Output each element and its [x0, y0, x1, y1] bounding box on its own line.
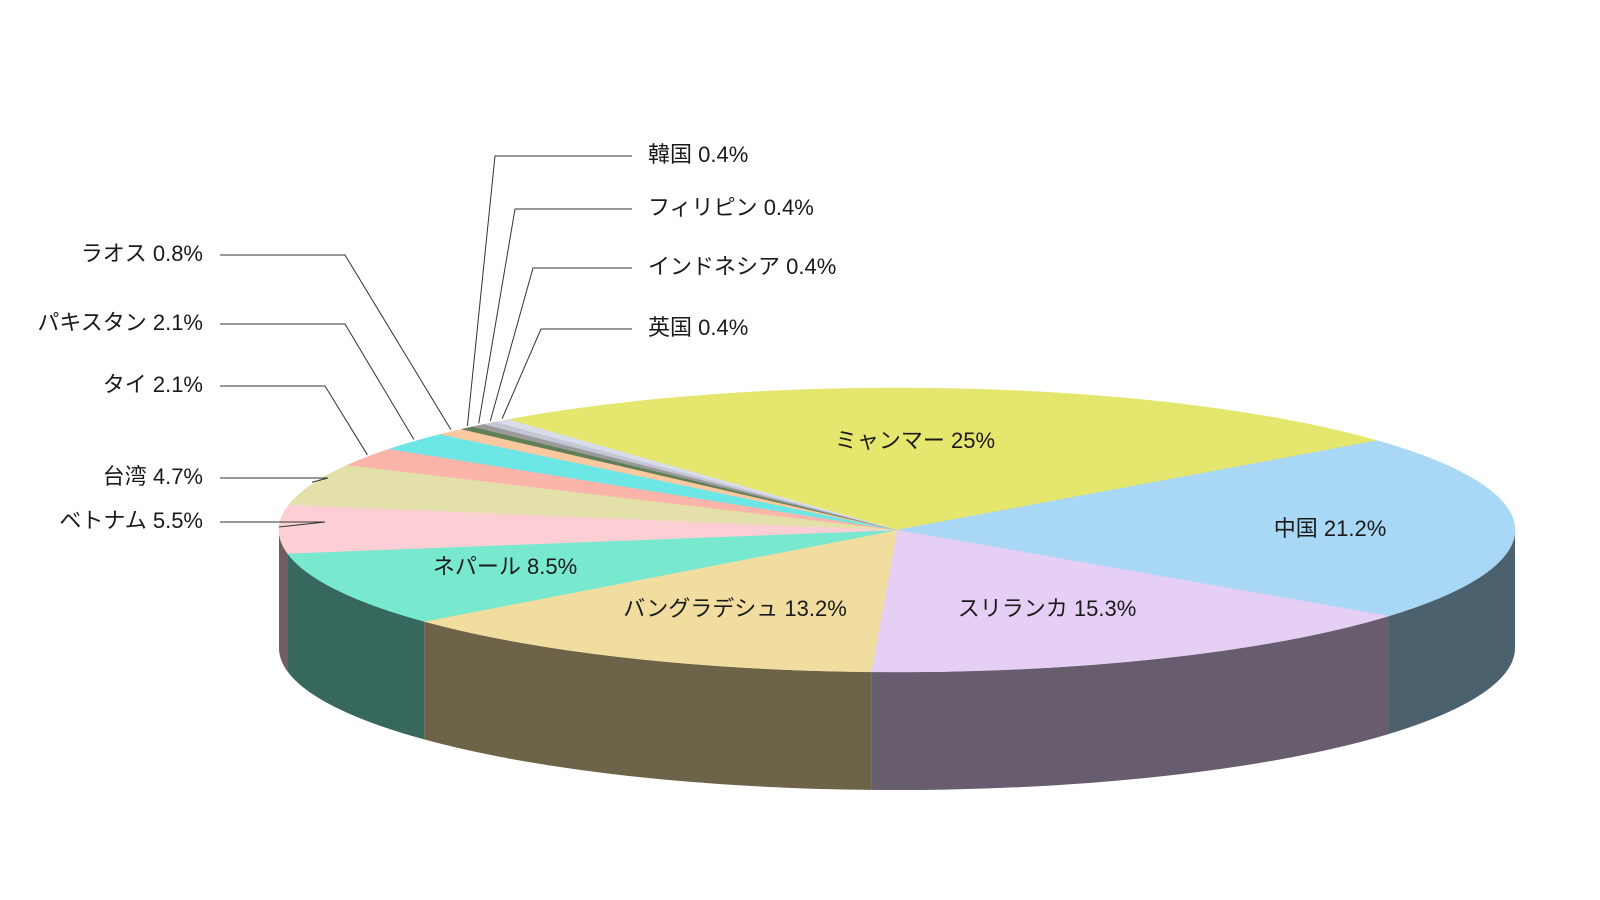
labels: ミャンマー 25% 中国 21.2% スリランカ 15.3% バングラデシュ 13.2… — [37, 142, 1386, 621]
slice — [424, 529, 898, 673]
slice-side — [1388, 530, 1515, 735]
label-category: 台湾 — [103, 464, 147, 489]
data-label: ミャンマー 25% — [835, 428, 995, 453]
label-category: 韓国 — [648, 142, 692, 167]
label-category: 英国 — [648, 315, 692, 340]
label-value: 2.1% — [153, 310, 203, 335]
label-category: パキスタン — [37, 310, 146, 335]
label-value: 8.5% — [527, 554, 577, 579]
label-value: 0.4% — [786, 254, 836, 279]
leader-line — [220, 254, 452, 430]
slice — [508, 387, 1378, 531]
slice — [896, 440, 1516, 617]
pie-sides — [279, 530, 1515, 790]
label-category: バングラデシュ — [623, 596, 778, 621]
data-label: ネパール 8.5% — [433, 554, 577, 579]
slice — [286, 529, 898, 622]
data-label: 韓国 0.4% — [648, 142, 748, 167]
data-label: タイ 2.1% — [103, 372, 203, 397]
label-value: 0.8% — [153, 241, 203, 266]
slice-side — [287, 553, 425, 740]
leader-line — [220, 477, 329, 483]
leader-line — [466, 155, 632, 426]
leader-line — [220, 385, 368, 456]
label-value: 5.5% — [153, 508, 203, 533]
leader-line — [220, 521, 326, 528]
label-category: スリランカ — [958, 596, 1068, 621]
leader-line — [501, 328, 632, 419]
data-label: バングラデシュ 13.2% — [623, 596, 847, 621]
data-label: インドネシア 0.4% — [648, 254, 836, 279]
leader-line — [478, 208, 632, 424]
label-category: タイ — [103, 372, 147, 397]
label-category: ネパール — [433, 554, 521, 579]
label-value: 2.1% — [153, 372, 203, 397]
pie-top — [278, 387, 1516, 673]
data-label: 台湾 4.7% — [103, 464, 203, 489]
data-label: フィリピン 0.4% — [648, 195, 814, 220]
label-category: 中国 — [1274, 516, 1318, 541]
data-label: 英国 0.4% — [648, 315, 748, 340]
label-value: 21.2% — [1324, 516, 1386, 541]
data-label: パキスタン 2.1% — [37, 310, 203, 335]
slice-side — [871, 616, 1389, 790]
label-category: ラオス — [81, 241, 147, 266]
label-category: ベトナム — [59, 508, 146, 533]
slice — [870, 529, 1389, 673]
slice-side — [279, 530, 288, 672]
data-label: ラオス 0.8% — [81, 241, 203, 266]
label-category: ミャンマー — [835, 428, 945, 453]
slice — [496, 419, 898, 531]
slice — [288, 464, 898, 531]
label-value: 15.3% — [1074, 596, 1136, 621]
label-value: 0.4% — [698, 142, 748, 167]
slice-side — [424, 621, 872, 790]
leader-line — [220, 323, 415, 440]
data-label: 中国 21.2% — [1274, 516, 1387, 541]
slice — [278, 504, 898, 554]
label-value: 25% — [951, 428, 995, 453]
data-label: ベトナム 5.5% — [59, 508, 203, 533]
leader-line — [489, 267, 632, 422]
label-value: 0.4% — [764, 195, 814, 220]
label-value: 0.4% — [698, 315, 748, 340]
label-category: インドネシア — [648, 254, 780, 279]
label-value: 13.2% — [784, 596, 846, 621]
data-label: スリランカ 15.3% — [958, 596, 1137, 621]
label-category: フィリピン — [648, 195, 758, 220]
label-value: 4.7% — [153, 464, 203, 489]
